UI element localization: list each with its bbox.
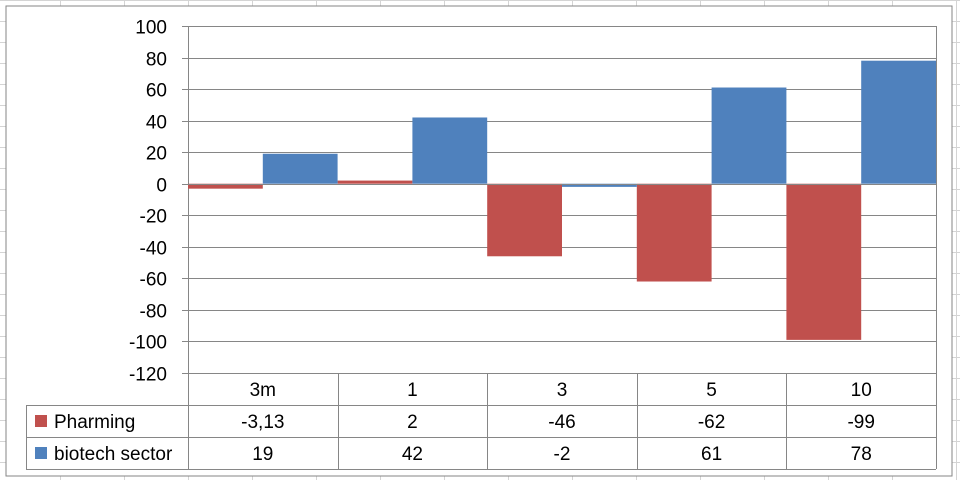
table-cell-value: 19 <box>252 444 273 465</box>
table-cell-value: 61 <box>701 444 722 465</box>
y-tick-label: 0 <box>156 176 167 197</box>
table-cell-value: -99 <box>847 412 874 433</box>
y-tick-label: 20 <box>146 144 167 165</box>
y-tick-label: -40 <box>140 239 167 260</box>
bar-pharming-10[interactable] <box>786 183 862 340</box>
y-tick-label: -20 <box>140 207 167 228</box>
bar-pharming-3[interactable] <box>487 183 562 257</box>
table-cell-value: -62 <box>698 412 725 433</box>
bar-biotech-sector-5[interactable] <box>711 87 787 184</box>
table-cell-value: 2 <box>407 412 418 433</box>
y-tick-label: -100 <box>129 333 167 354</box>
legend-swatch-biotech-sector <box>35 447 47 459</box>
y-tick-label: 100 <box>135 18 167 39</box>
table-cell-value: -2 <box>554 444 571 465</box>
bar-biotech-sector-1[interactable] <box>412 117 488 184</box>
y-axis: 100 80 60 40 20 0 -20 -40 -60 -80 -100 -120 <box>129 18 188 386</box>
category-label: 3 <box>557 380 568 401</box>
bar-biotech-sector-10[interactable] <box>861 60 936 184</box>
table-cell-value: 42 <box>402 444 423 465</box>
y-tick-label: -80 <box>140 302 167 323</box>
category-label: 3m <box>250 380 276 401</box>
legend-swatch-pharming <box>35 415 47 427</box>
y-tick-label: 40 <box>146 113 167 134</box>
bar-pharming-1[interactable] <box>337 180 413 184</box>
category-label: 1 <box>407 380 418 401</box>
table-cell-value: -46 <box>548 412 575 433</box>
category-label: 5 <box>706 380 717 401</box>
legend-label: biotech sector <box>54 444 173 465</box>
data-table: 3m 1 3 5 10 Pharming -3,13 2 -46 -62 -99 biotech se… <box>26 373 937 470</box>
bar-pharming-5[interactable] <box>636 183 712 282</box>
bar-biotech-sector-3m[interactable] <box>262 153 338 184</box>
table-cell-value: 78 <box>851 444 872 465</box>
bar-pharming-3m[interactable] <box>188 183 263 189</box>
bar-biotech-sector-3[interactable] <box>562 183 637 187</box>
table-cell-value: -3,13 <box>241 412 284 433</box>
legend-label: Pharming <box>54 412 135 433</box>
y-tick-label: -60 <box>140 270 167 291</box>
category-label: 10 <box>851 380 872 401</box>
y-tick-label: 60 <box>146 81 167 102</box>
bars <box>188 60 936 340</box>
y-tick-label: -120 <box>129 365 167 386</box>
y-tick-label: 80 <box>146 50 167 71</box>
